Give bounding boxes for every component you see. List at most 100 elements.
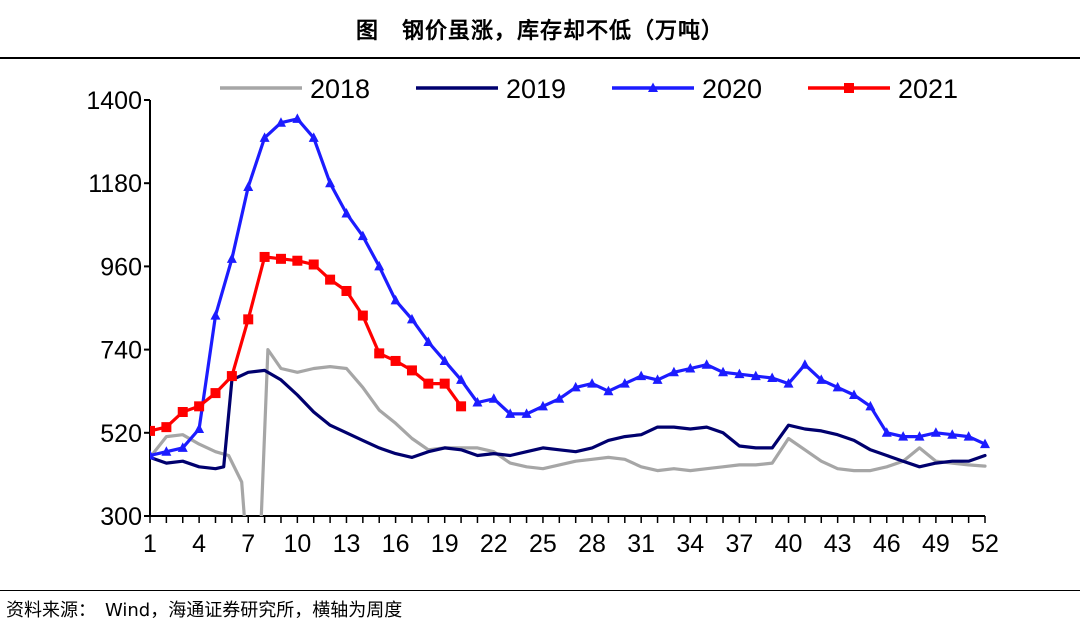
y-tick-label: 960 <box>100 253 142 281</box>
legend-item-2018: 2018 <box>220 74 370 104</box>
point-2020-36 <box>718 366 729 377</box>
point-2021-5 <box>210 388 221 399</box>
source-note: 资料来源： Wind，海通证券研究所，横轴为周度 <box>6 600 403 621</box>
point-2021-17 <box>406 365 417 376</box>
point-2020-10 <box>292 113 303 123</box>
y-tick-label: 740 <box>100 337 142 365</box>
x-tick-label: 28 <box>578 530 606 558</box>
point-2021-9 <box>275 253 286 264</box>
source-divider <box>0 590 1080 591</box>
point-2020-14 <box>357 230 368 241</box>
x-tick-label: 43 <box>824 530 852 558</box>
point-2020-46 <box>881 427 892 437</box>
legend-label: 2019 <box>506 74 566 104</box>
point-2020-35 <box>701 359 712 369</box>
point-2020-23 <box>505 408 516 418</box>
point-2020-50 <box>947 429 958 439</box>
legend-item-2021: 2021 <box>808 74 958 104</box>
legend-item-2020: 2020 <box>612 74 762 104</box>
point-2020-3 <box>177 442 188 452</box>
point-2021-3 <box>177 407 188 417</box>
x-tick-label: 31 <box>627 530 655 558</box>
legend-item-2019: 2019 <box>416 74 566 104</box>
point-2020-18 <box>423 336 434 347</box>
point-2020-29 <box>603 385 614 396</box>
legend-label: 2020 <box>702 74 762 104</box>
x-tick-label: 49 <box>922 530 950 558</box>
point-2020-52 <box>980 438 990 449</box>
point-2020-21 <box>472 397 483 407</box>
point-2021-18 <box>423 378 434 389</box>
point-2020-48 <box>914 431 925 441</box>
point-2021-6 <box>226 371 237 382</box>
point-2020-44 <box>849 389 860 399</box>
point-2020-45 <box>865 400 876 411</box>
point-2020-22 <box>488 393 499 403</box>
point-2020-32 <box>652 374 663 384</box>
x-axis: 1 4 7 10 13 16 19 22 25 28 31 34 37 40 43 46 49 52 <box>143 515 999 558</box>
point-2020-26 <box>554 393 565 403</box>
point-2020-37 <box>734 368 745 379</box>
point-2021-12 <box>325 274 336 285</box>
point-2020-51 <box>963 431 974 441</box>
point-2021-20 <box>456 401 467 412</box>
point-2020-47 <box>898 431 909 441</box>
point-2020-12 <box>325 177 336 188</box>
point-2020-39 <box>767 372 778 382</box>
point-2021-8 <box>259 251 270 262</box>
chart-title: 图 钢价虽涨，库存却不低（万吨） <box>355 18 724 44</box>
legend-label: 2018 <box>310 74 370 104</box>
x-tick-label: 22 <box>480 530 508 558</box>
point-2020-43 <box>832 381 843 392</box>
point-2020-4 <box>194 423 205 434</box>
y-tick-label: 520 <box>100 420 142 448</box>
point-2020-1 <box>150 449 155 460</box>
point-2021-1 <box>150 425 155 436</box>
point-2020-30 <box>619 378 630 388</box>
series-2021 <box>150 251 467 436</box>
point-2021-15 <box>374 348 385 359</box>
series-2020 <box>150 113 990 460</box>
point-2021-7 <box>243 314 254 325</box>
legend-marker <box>648 82 658 92</box>
point-2021-4 <box>194 401 205 412</box>
point-2020-19 <box>439 355 450 365</box>
point-2020-38 <box>750 370 761 381</box>
x-tick-label: 16 <box>382 530 410 558</box>
point-2020-27 <box>570 381 581 392</box>
point-2020-5 <box>210 310 221 320</box>
point-2020-49 <box>930 427 941 437</box>
point-2020-25 <box>537 400 548 411</box>
y-tick-label: 1400 <box>86 87 142 115</box>
series-line-2020 <box>150 117 987 458</box>
x-tick-label: 25 <box>529 530 557 558</box>
point-2021-14 <box>357 310 368 321</box>
point-2020-28 <box>587 378 598 388</box>
x-tick-label: 37 <box>726 530 754 558</box>
x-tick-label: 40 <box>775 530 803 558</box>
x-tick-label: 1 <box>143 530 157 558</box>
x-tick-label: 46 <box>873 530 901 558</box>
x-tick-label: 19 <box>431 530 459 558</box>
point-2021-11 <box>308 259 319 270</box>
x-tick-label: 10 <box>283 530 311 558</box>
point-2020-34 <box>685 363 696 373</box>
y-tick-label: 300 <box>100 503 142 531</box>
point-2020-42 <box>816 374 827 384</box>
series-line-2018 <box>150 348 987 516</box>
x-tick-label: 7 <box>241 530 255 558</box>
point-2021-16 <box>390 355 401 366</box>
point-2020-9 <box>275 117 286 127</box>
point-2020-7 <box>243 181 254 191</box>
point-2020-40 <box>783 378 794 388</box>
point-2020-8 <box>259 132 270 142</box>
series-layer <box>150 113 990 516</box>
x-tick-label: 34 <box>676 530 704 558</box>
point-2020-41 <box>799 359 810 369</box>
point-2020-17 <box>406 313 417 324</box>
point-2020-6 <box>226 253 237 263</box>
point-2020-13 <box>341 207 352 218</box>
x-tick-label: 13 <box>333 530 361 558</box>
series-line-2019 <box>150 368 987 471</box>
point-2021-10 <box>292 255 303 266</box>
